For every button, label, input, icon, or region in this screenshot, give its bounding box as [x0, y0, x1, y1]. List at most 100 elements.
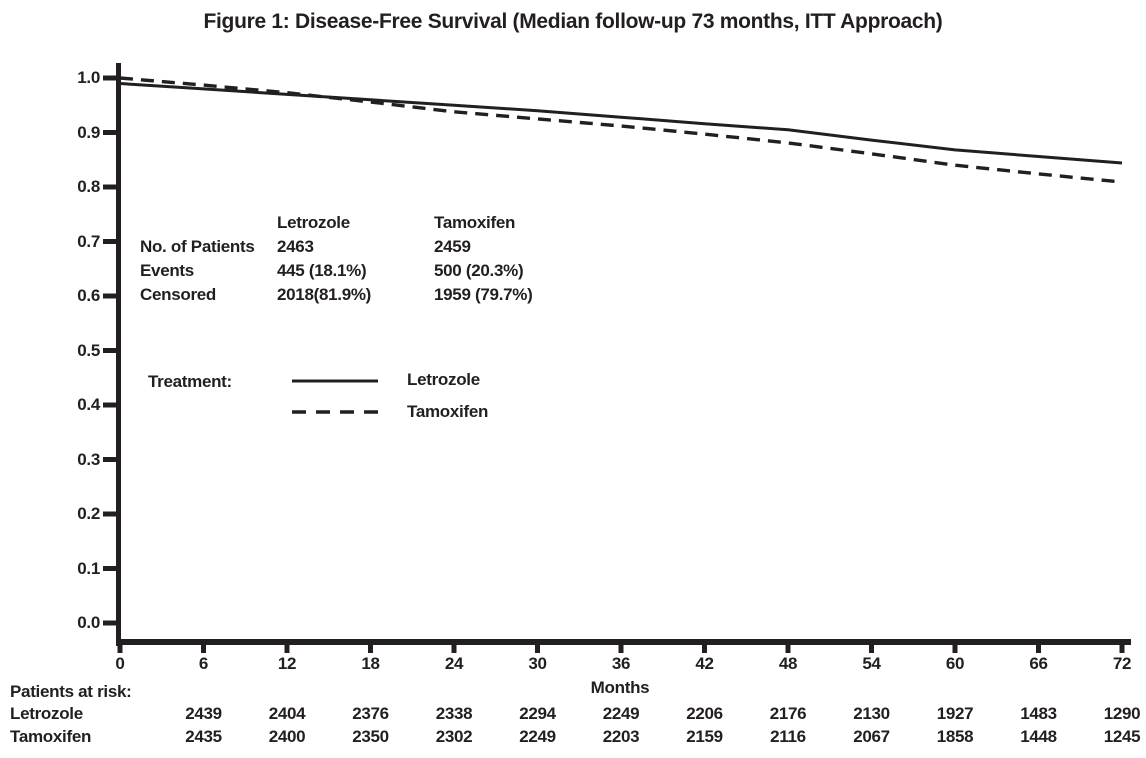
risk-value: 2435	[185, 727, 222, 746]
y-tick	[103, 293, 117, 299]
y-tick	[103, 402, 117, 408]
stats-row-label: Censored	[140, 285, 217, 304]
y-tick	[103, 130, 117, 135]
risk-value: 2338	[435, 704, 473, 723]
risk-value: 1858	[936, 727, 974, 746]
y-tick	[103, 348, 117, 353]
y-tick-label: 0.7	[77, 231, 100, 251]
stats-cell: 2459	[434, 237, 471, 256]
stats-cell: 2463	[277, 237, 314, 256]
y-tick	[103, 620, 117, 626]
risk-value: 2206	[686, 704, 723, 723]
legend-title: Treatment:	[148, 372, 232, 391]
risk-value: 2294	[519, 704, 556, 723]
stats-col-header-tamoxifen: Tamoxifen	[434, 213, 516, 232]
x-tick-label: 54	[862, 654, 881, 673]
x-tick	[535, 645, 540, 653]
risk-value: 2376	[352, 704, 389, 723]
y-tick-label: 0.0	[77, 613, 100, 632]
x-tick-label: 42	[695, 654, 714, 673]
y-tick-label: 0.9	[77, 122, 100, 142]
y-tick-label: 0.3	[77, 449, 100, 469]
x-tick-label: 60	[945, 654, 965, 673]
x-tick-label: 48	[778, 654, 798, 673]
x-tick-label: 0	[115, 654, 125, 673]
x-tick	[284, 645, 290, 653]
x-tick-label: 18	[361, 654, 380, 673]
axis-ticks	[103, 75, 1125, 653]
y-tick	[103, 239, 117, 244]
y-tick	[103, 184, 117, 190]
x-tick	[1036, 645, 1041, 653]
y-tick	[103, 457, 117, 462]
y-tick-label: 0.5	[77, 340, 100, 360]
x-tick	[869, 645, 874, 653]
risk-row-label-letrozole: Letrozole	[10, 704, 83, 723]
x-tick-label: 12	[277, 654, 297, 673]
x-tick	[702, 645, 707, 653]
x-tick	[451, 645, 457, 653]
legend-item-letrozole: Letrozole	[407, 370, 480, 389]
risk-value: 2249	[602, 704, 640, 723]
x-tick	[117, 645, 123, 653]
stats-cell: 2018(81.9%)	[277, 285, 372, 304]
risk-value: 1290	[1103, 704, 1141, 723]
stats-corner-cell	[140, 212, 277, 236]
risk-value: 2159	[686, 727, 723, 746]
y-tick	[103, 75, 117, 81]
y-tick	[103, 566, 117, 571]
x-tick	[785, 645, 791, 653]
x-tick	[201, 645, 206, 653]
y-tick-label: 0.4	[77, 395, 100, 414]
risk-value: 2203	[602, 727, 640, 746]
risk-value: 2439	[185, 704, 222, 723]
y-tick-label: 0.1	[77, 558, 100, 578]
risk-value: 2404	[268, 704, 306, 723]
x-tick	[368, 645, 373, 653]
x-tick-label: 66	[1029, 654, 1048, 673]
x-tick	[952, 645, 958, 653]
x-tick-label: 6	[198, 654, 209, 673]
x-tick-label: 72	[1112, 654, 1132, 673]
risk-value: 2400	[268, 727, 306, 746]
risk-value: 2302	[435, 727, 473, 746]
stats-row-label: Events	[140, 261, 194, 280]
stats-table: Letrozole Tamoxifen No. of Patients 2463…	[140, 212, 604, 308]
risk-row-label-tamoxifen: Tamoxifen	[10, 727, 92, 746]
risk-value: 2130	[853, 704, 890, 723]
x-tick-label: 30	[528, 654, 547, 673]
stats-col-header-letrozole: Letrozole	[277, 213, 350, 232]
risk-value: 2249	[519, 727, 556, 746]
legend-item-tamoxifen: Tamoxifen	[407, 402, 489, 421]
x-tick-label: 36	[611, 654, 631, 673]
stats-cell: 445 (18.1%)	[277, 261, 367, 280]
risk-value: 1245	[1103, 727, 1141, 746]
risk-value: 1483	[1020, 704, 1057, 723]
x-tick-label: 24	[444, 654, 464, 673]
y-tick-label: 0.8	[77, 177, 100, 196]
risk-value: 2350	[352, 727, 389, 746]
stats-row-label: No. of Patients	[140, 237, 255, 256]
stats-cell: 500 (20.3%)	[434, 261, 524, 280]
y-axis-line	[116, 63, 121, 646]
y-tick-label: 1.0	[77, 68, 100, 87]
y-tick-label: 0.6	[77, 286, 100, 305]
risk-value: 2176	[769, 704, 807, 723]
patients-at-risk-title: Patients at risk:	[10, 682, 132, 701]
y-tick-label: 0.2	[77, 504, 100, 523]
risk-value: 1927	[936, 704, 974, 723]
risk-value: 1448	[1020, 727, 1057, 746]
x-axis-title: Months	[590, 678, 650, 697]
figure-title: Figure 1: Disease-Free Survival (Median …	[203, 10, 943, 33]
x-axis-line	[116, 639, 1131, 645]
risk-value: 2116	[770, 727, 806, 746]
risk-value: 2067	[853, 727, 890, 746]
curve-letrozole	[119, 82, 1123, 165]
y-tick	[103, 511, 117, 517]
x-tick	[618, 645, 624, 653]
x-tick	[1119, 645, 1125, 653]
legend-line-samples	[292, 379, 378, 414]
stats-cell: 1959 (79.7%)	[434, 285, 533, 304]
